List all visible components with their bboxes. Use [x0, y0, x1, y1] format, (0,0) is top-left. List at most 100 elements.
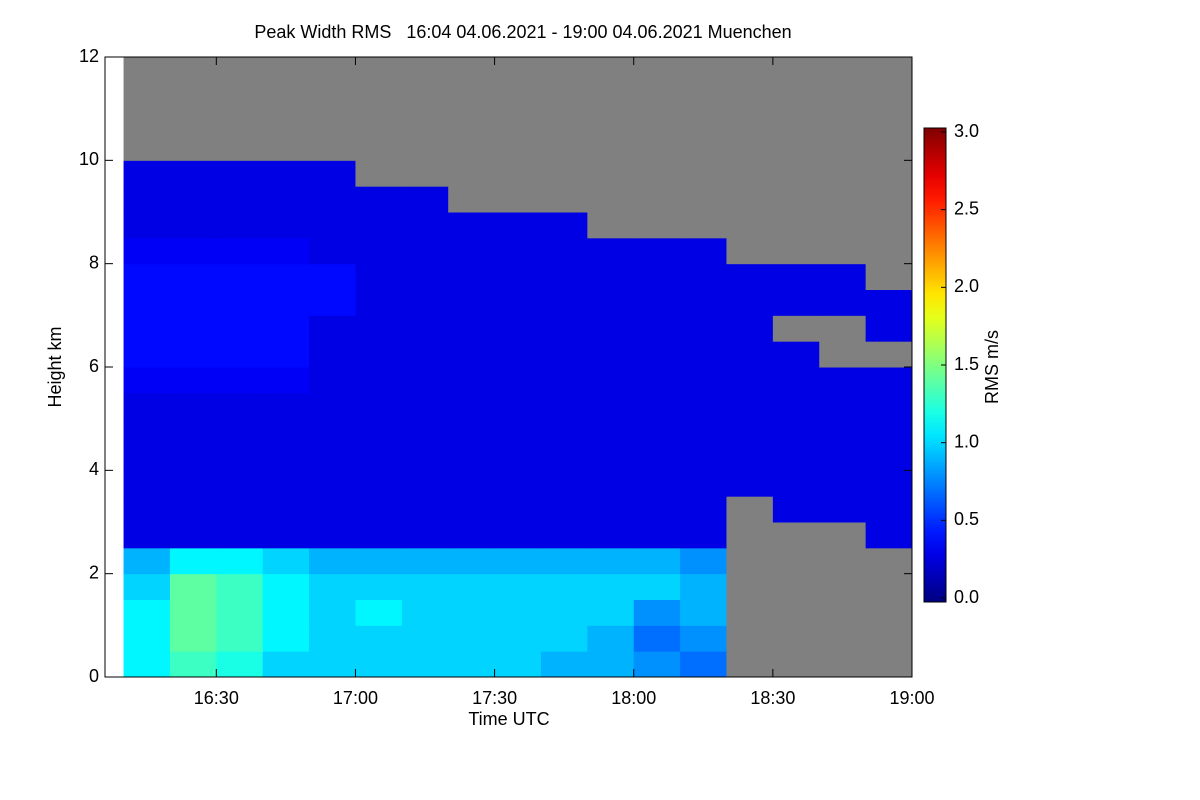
heatmap-cell [448, 496, 496, 523]
heatmap-cell [448, 444, 496, 471]
heatmap-cell [540, 341, 588, 368]
heatmap-cell [401, 522, 449, 549]
no-data-cell [819, 212, 867, 239]
heatmap-cell [169, 573, 217, 600]
heatmap-cell [448, 651, 496, 678]
no-data-cell [772, 651, 820, 678]
heatmap-cell [494, 289, 542, 316]
heatmap-cell [309, 186, 356, 213]
heatmap-cell [216, 263, 264, 290]
heatmap-cell [123, 522, 171, 549]
heatmap-cell [540, 263, 588, 290]
heatmap-cell [309, 315, 356, 342]
heatmap-cell [123, 160, 171, 187]
no-data-cell [726, 212, 774, 239]
no-data-cell [865, 212, 913, 239]
heatmap-cell [865, 470, 913, 497]
heatmap-cell [448, 418, 496, 445]
heatmap-cell [262, 315, 310, 342]
heatmap-cell [123, 289, 171, 316]
heatmap-cell [309, 237, 356, 265]
heatmap-cell [633, 444, 681, 471]
heatmap-cell [726, 263, 774, 290]
heatmap-cell [587, 470, 635, 497]
heatmap-cell [262, 212, 310, 239]
heatmap-cell [448, 263, 496, 290]
no-data-cell [865, 651, 913, 678]
heatmap-cell [587, 289, 635, 316]
no-data-cell [448, 186, 496, 213]
heatmap-cell [819, 289, 867, 316]
heatmap-cell [680, 625, 727, 652]
heatmap-cell [494, 470, 542, 497]
heatmap-cell [216, 444, 264, 471]
heatmap-cell [448, 573, 496, 600]
no-data-cell [865, 186, 913, 213]
heatmap-cell [169, 418, 217, 445]
x-tick-label: 18:30 [750, 688, 795, 708]
heatmap-cell [865, 444, 913, 471]
heatmap-cell [448, 315, 496, 342]
heatmap-cell [355, 444, 403, 471]
heatmap-cell [587, 315, 635, 342]
no-data-cell [772, 547, 820, 575]
heatmap-cell [772, 444, 820, 471]
heatmap-cell [262, 341, 310, 368]
heatmap-cell [587, 263, 635, 290]
no-data-cell [819, 599, 867, 626]
heatmap-cell [216, 418, 264, 445]
heatmap-cell [169, 263, 217, 290]
heatmap-cell [309, 522, 356, 549]
no-data-cell [401, 160, 449, 187]
heatmap-cell [169, 651, 217, 678]
heatmap-cell [309, 341, 356, 368]
heatmap-cell [262, 160, 310, 187]
heatmap-cell [865, 392, 913, 420]
heatmap-cell [680, 392, 727, 420]
no-data-cell [540, 160, 588, 187]
heatmap-cell [680, 547, 727, 575]
heatmap-cell [262, 625, 310, 652]
no-data-cell [726, 599, 774, 626]
heatmap-cell [494, 367, 542, 394]
heatmap-cell [262, 496, 310, 523]
heatmap-cell [680, 522, 727, 549]
no-data-cell [772, 625, 820, 652]
heatmap-cell [216, 341, 264, 368]
heatmap-cell [587, 547, 635, 575]
heatmap-cell [309, 212, 356, 239]
heatmap-cell [680, 315, 727, 342]
no-data-cell [540, 186, 588, 213]
heatmap-cell [819, 392, 867, 420]
x-tick-label: 17:30 [472, 688, 517, 708]
heatmap-cell [262, 599, 310, 626]
heatmap-cell [587, 444, 635, 471]
heatmap-cell [540, 392, 588, 420]
heatmap-cell [819, 470, 867, 497]
heatmap-cell [772, 263, 820, 290]
x-tick-label: 18:00 [611, 688, 656, 708]
heatmap-cell [680, 237, 727, 265]
heatmap-cell [309, 470, 356, 497]
heatmap-cell [216, 496, 264, 523]
heatmap-cell [633, 418, 681, 445]
no-data-cell [819, 160, 867, 187]
no-data-cell [494, 186, 542, 213]
heatmap-cell [355, 315, 403, 342]
heatmap-cell [865, 315, 913, 342]
heatmap-cell [448, 625, 496, 652]
heatmap-cell [448, 237, 496, 265]
heatmap-cell [355, 418, 403, 445]
heatmap-cell [216, 651, 264, 678]
heatmap-cell [216, 392, 264, 420]
x-tick-label: 17:00 [333, 688, 378, 708]
heatmap-cell [309, 625, 356, 652]
heatmap-cell [169, 315, 217, 342]
heatmap-cell [540, 496, 588, 523]
heatmap-cell [309, 289, 356, 316]
no-data-cell [587, 160, 635, 187]
heatmap-cell [680, 573, 727, 600]
heatmap-cell [355, 547, 403, 575]
heatmap-cell [401, 392, 449, 420]
heatmap-cell [587, 625, 635, 652]
